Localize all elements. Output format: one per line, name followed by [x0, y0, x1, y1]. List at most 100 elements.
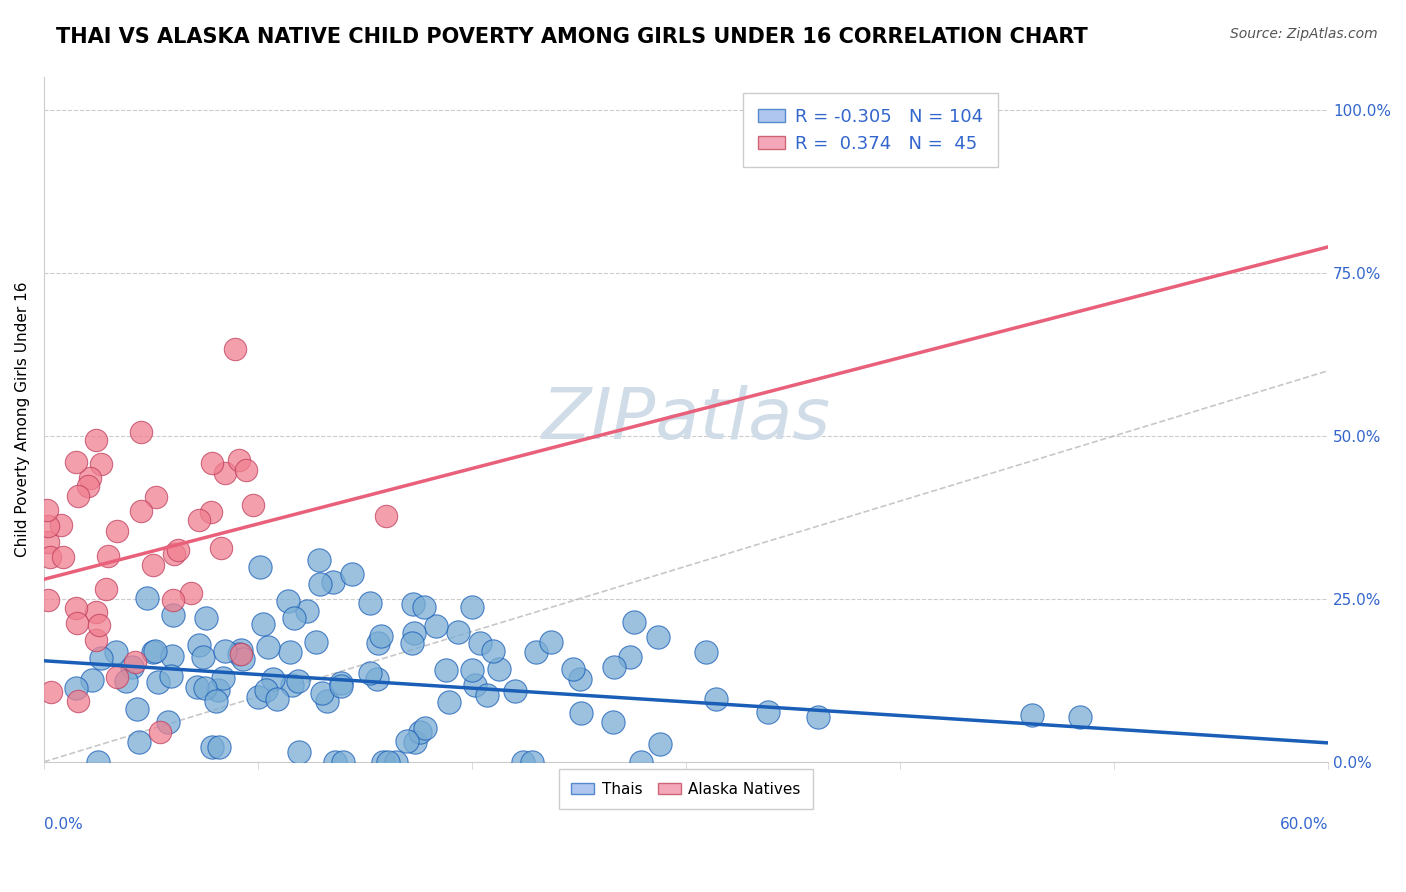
Point [65, 681, 87, 696]
Point [188, 513, 211, 527]
Point [277, 594, 299, 608]
Point [359, 665, 381, 680]
Point [623, 615, 645, 629]
Point [162, 649, 184, 664]
Point [322, 575, 344, 590]
Point [162, 608, 184, 623]
Point [281, 678, 304, 692]
Point [461, 600, 484, 615]
Point [512, 755, 534, 769]
Point [287, 745, 309, 759]
Point [52, 550, 75, 565]
Point [401, 597, 423, 611]
Point [209, 541, 232, 555]
Point [562, 662, 585, 676]
Point [464, 678, 486, 692]
Point [461, 664, 484, 678]
Point [569, 673, 592, 687]
Point [305, 634, 328, 648]
Point [214, 644, 236, 658]
Point [167, 542, 190, 557]
Point [375, 508, 398, 523]
Point [201, 740, 224, 755]
Point [79, 471, 101, 485]
Point [157, 714, 180, 729]
Point [569, 706, 592, 720]
Point [425, 618, 447, 632]
Point [37, 593, 59, 607]
Point [1021, 708, 1043, 723]
Point [266, 692, 288, 706]
Point [65, 455, 87, 469]
Point [66, 615, 89, 630]
Point [695, 645, 717, 659]
Point [232, 652, 254, 666]
Point [90, 651, 112, 665]
Point [704, 692, 727, 706]
Point [371, 755, 394, 769]
Point [160, 669, 183, 683]
Point [404, 734, 426, 748]
Point [329, 679, 352, 693]
Point [340, 566, 363, 581]
Point [136, 591, 159, 605]
Point [311, 686, 333, 700]
Point [650, 737, 672, 751]
Point [188, 638, 211, 652]
Point [325, 755, 347, 769]
Point [204, 694, 226, 708]
Point [142, 558, 165, 572]
Point [396, 734, 419, 748]
Point [142, 645, 165, 659]
Point [191, 649, 214, 664]
Point [65, 600, 87, 615]
Text: 0.0%: 0.0% [44, 817, 83, 832]
Point [105, 524, 128, 538]
Point [308, 552, 330, 566]
Point [127, 702, 149, 716]
Point [436, 663, 458, 677]
Point [97, 549, 120, 563]
Point [308, 576, 330, 591]
Point [224, 342, 246, 356]
Point [295, 604, 318, 618]
Point [522, 755, 544, 769]
Point [524, 645, 547, 659]
Point [647, 631, 669, 645]
Point [66, 694, 89, 708]
Point [287, 673, 309, 688]
Point [162, 592, 184, 607]
Text: ZIPatlas: ZIPatlas [541, 385, 831, 454]
Point [82, 673, 104, 687]
Point [408, 724, 430, 739]
Point [194, 610, 217, 624]
Point [87, 755, 110, 769]
Point [437, 695, 460, 709]
Point [84, 633, 107, 648]
Point [229, 642, 252, 657]
Point [602, 714, 624, 729]
Point [477, 688, 499, 702]
Point [316, 694, 339, 708]
Point [332, 755, 354, 769]
Point [401, 636, 423, 650]
Point [385, 755, 408, 769]
Point [488, 662, 510, 676]
Point [367, 636, 389, 650]
Point [186, 680, 208, 694]
Point [503, 684, 526, 698]
Point [87, 618, 110, 632]
Point [162, 547, 184, 561]
Point [249, 560, 271, 574]
Point [35, 502, 58, 516]
Legend: Thais, Alaska Natives: Thais, Alaska Natives [560, 770, 813, 809]
Point [235, 462, 257, 476]
Point [148, 675, 170, 690]
Point [39, 549, 62, 564]
Point [482, 643, 505, 657]
Point [105, 670, 128, 684]
Point [128, 735, 150, 749]
Point [1069, 709, 1091, 723]
Point [246, 690, 269, 704]
Point [807, 710, 830, 724]
